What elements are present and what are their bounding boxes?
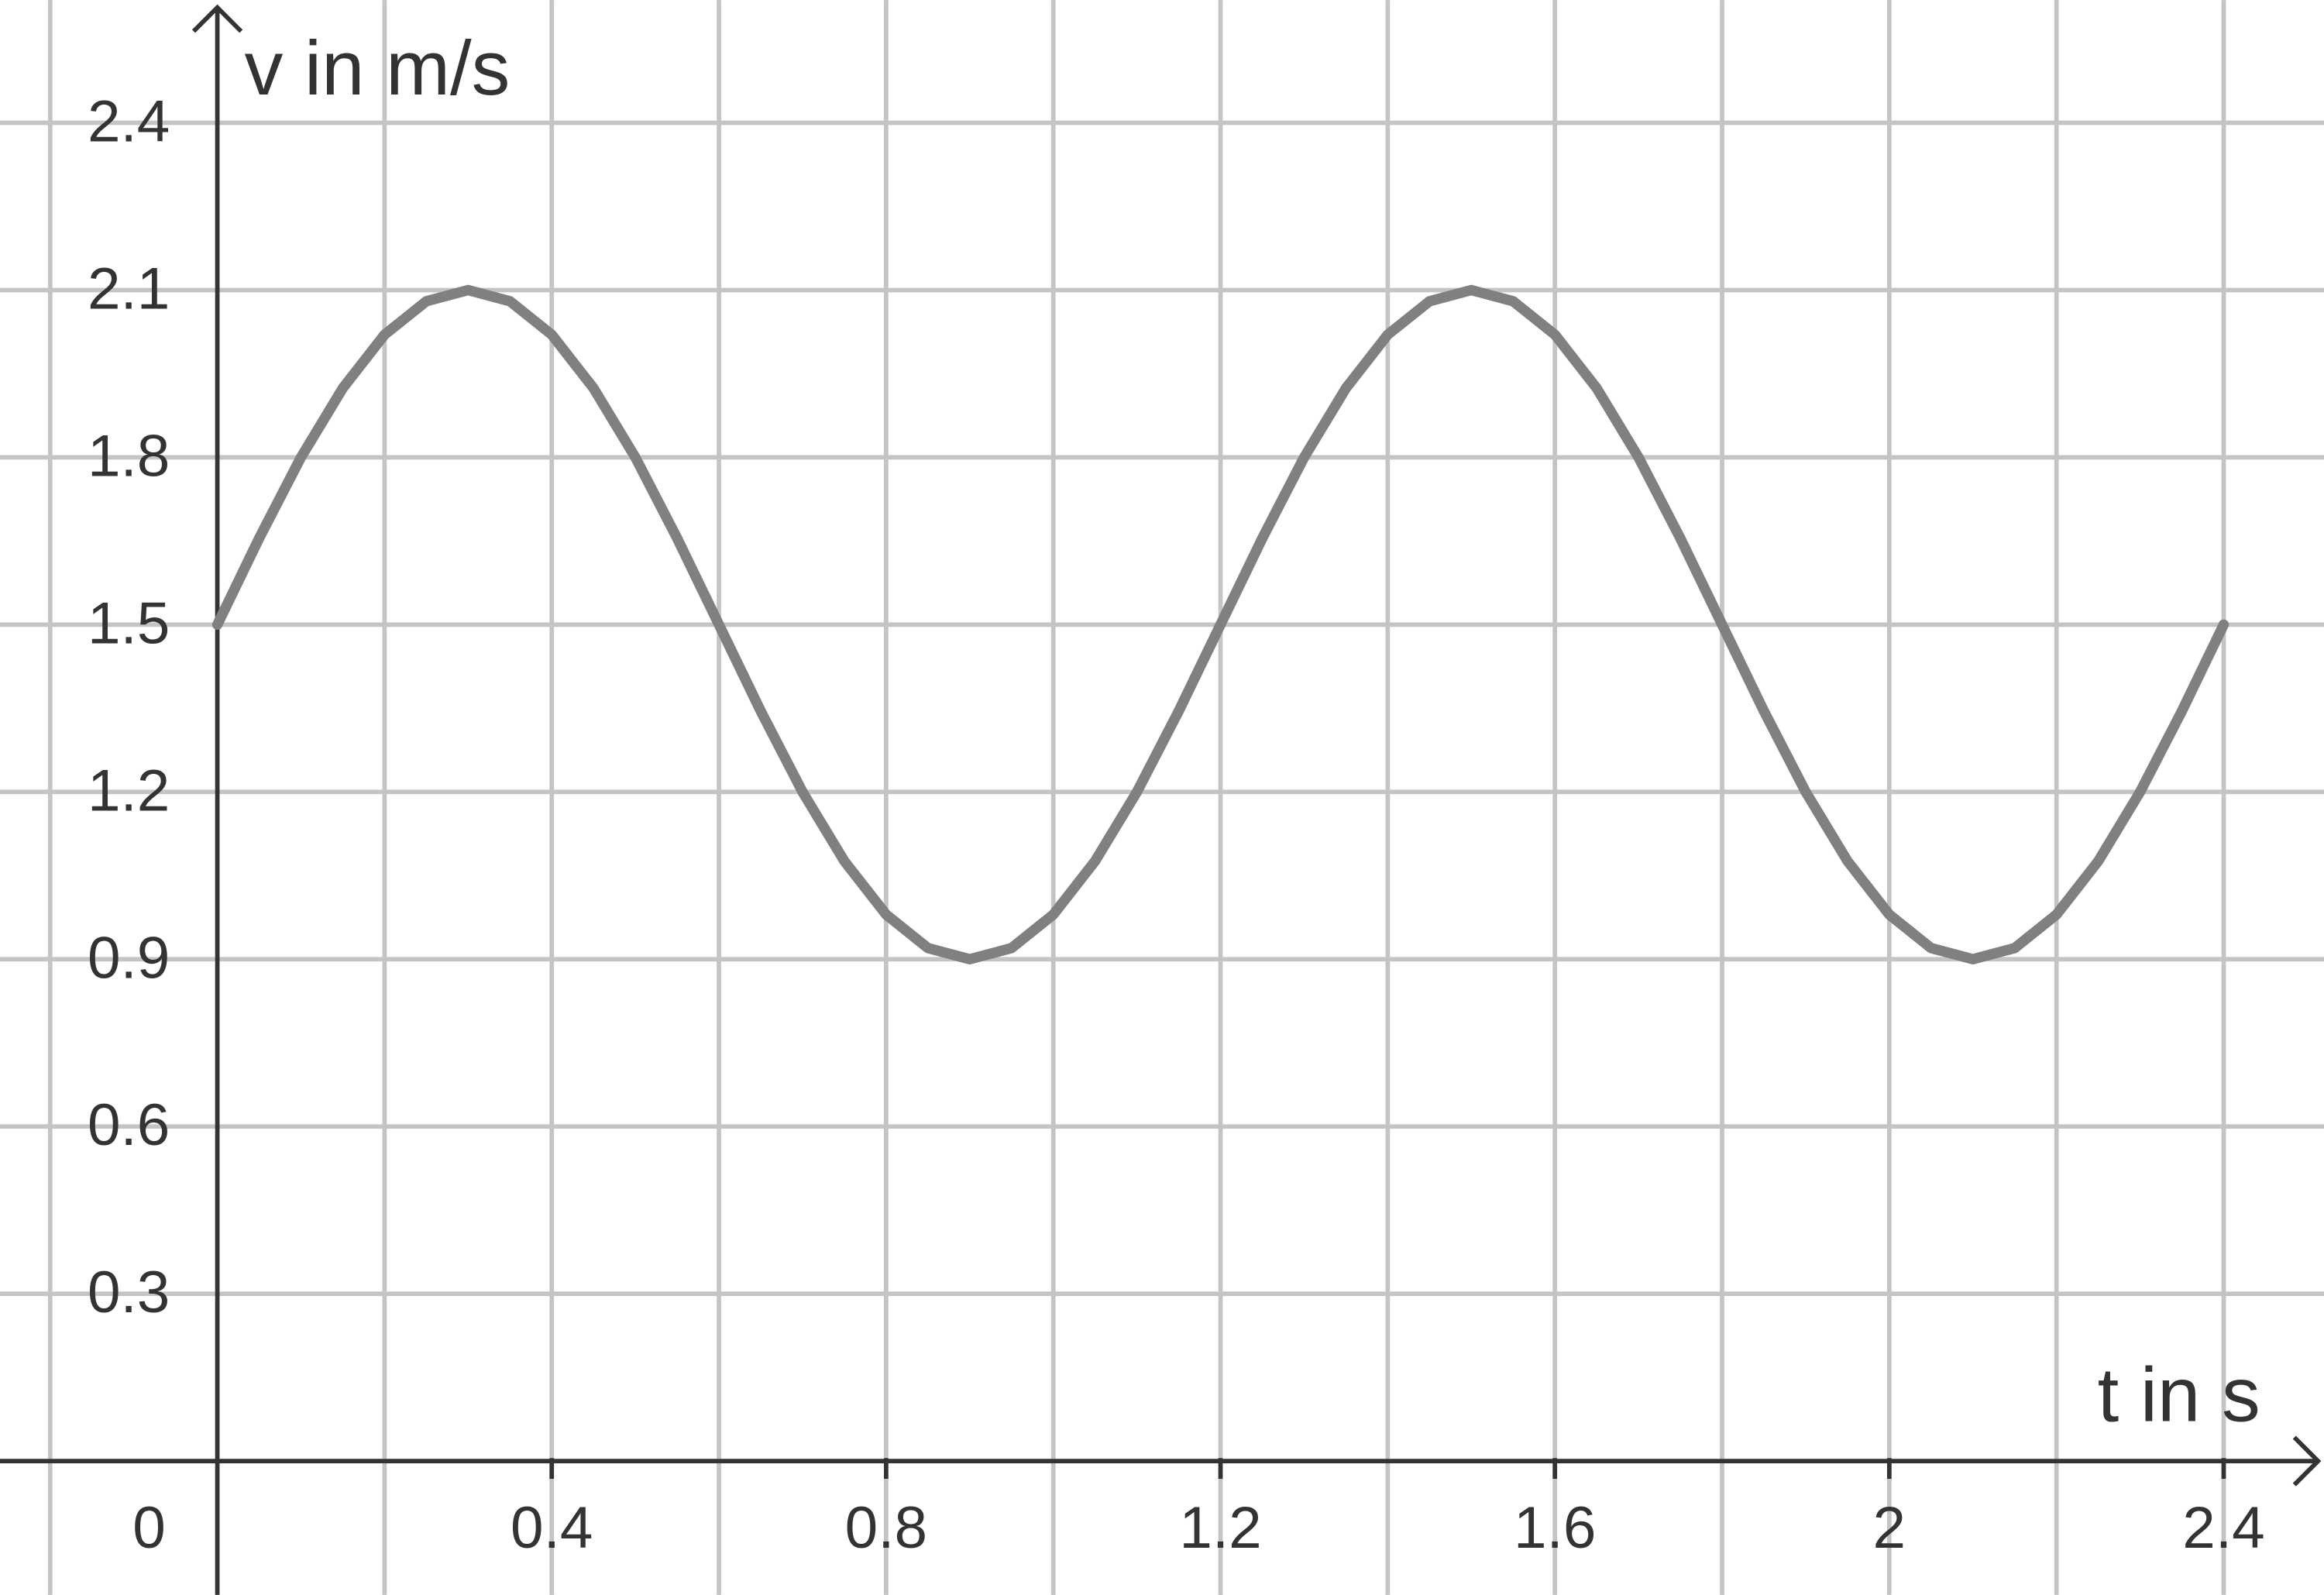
x-tick-label: 0.4 — [511, 1495, 593, 1561]
y-tick-label: 0.9 — [88, 925, 170, 991]
x-tick-label: 0 — [132, 1495, 166, 1561]
y-tick-label: 0.6 — [88, 1092, 170, 1158]
x-axis-title: t in s — [2098, 1352, 2260, 1438]
x-tick-label: 1.6 — [1514, 1495, 1596, 1561]
axes — [0, 4, 2322, 1595]
y-tick-label: 1.5 — [88, 590, 170, 656]
y-tick-label: 1.8 — [88, 423, 170, 489]
x-tick-label: 0.8 — [845, 1495, 927, 1561]
y-tick-label: 0.3 — [88, 1260, 170, 1325]
x-tick-label: 2 — [1873, 1495, 1906, 1561]
y-axis-arrow — [191, 4, 243, 33]
x-tick-label: 1.2 — [1179, 1495, 1261, 1561]
y-tick-label: 2.4 — [88, 89, 170, 155]
y-axis-title: v in m/s — [245, 26, 511, 112]
labels: v in m/s t in s 0.3 0.6 0.9 1.2 1.5 1.8 2.1 2.4… — [88, 26, 2265, 1561]
x-tick-label: 2.4 — [2182, 1495, 2264, 1561]
plot-area — [211, 284, 2229, 964]
data-line — [211, 284, 2229, 964]
y-tick-label: 1.2 — [88, 758, 170, 823]
x-axis-arrow — [2292, 1435, 2322, 1487]
y-tick-label: 2.1 — [88, 256, 170, 322]
